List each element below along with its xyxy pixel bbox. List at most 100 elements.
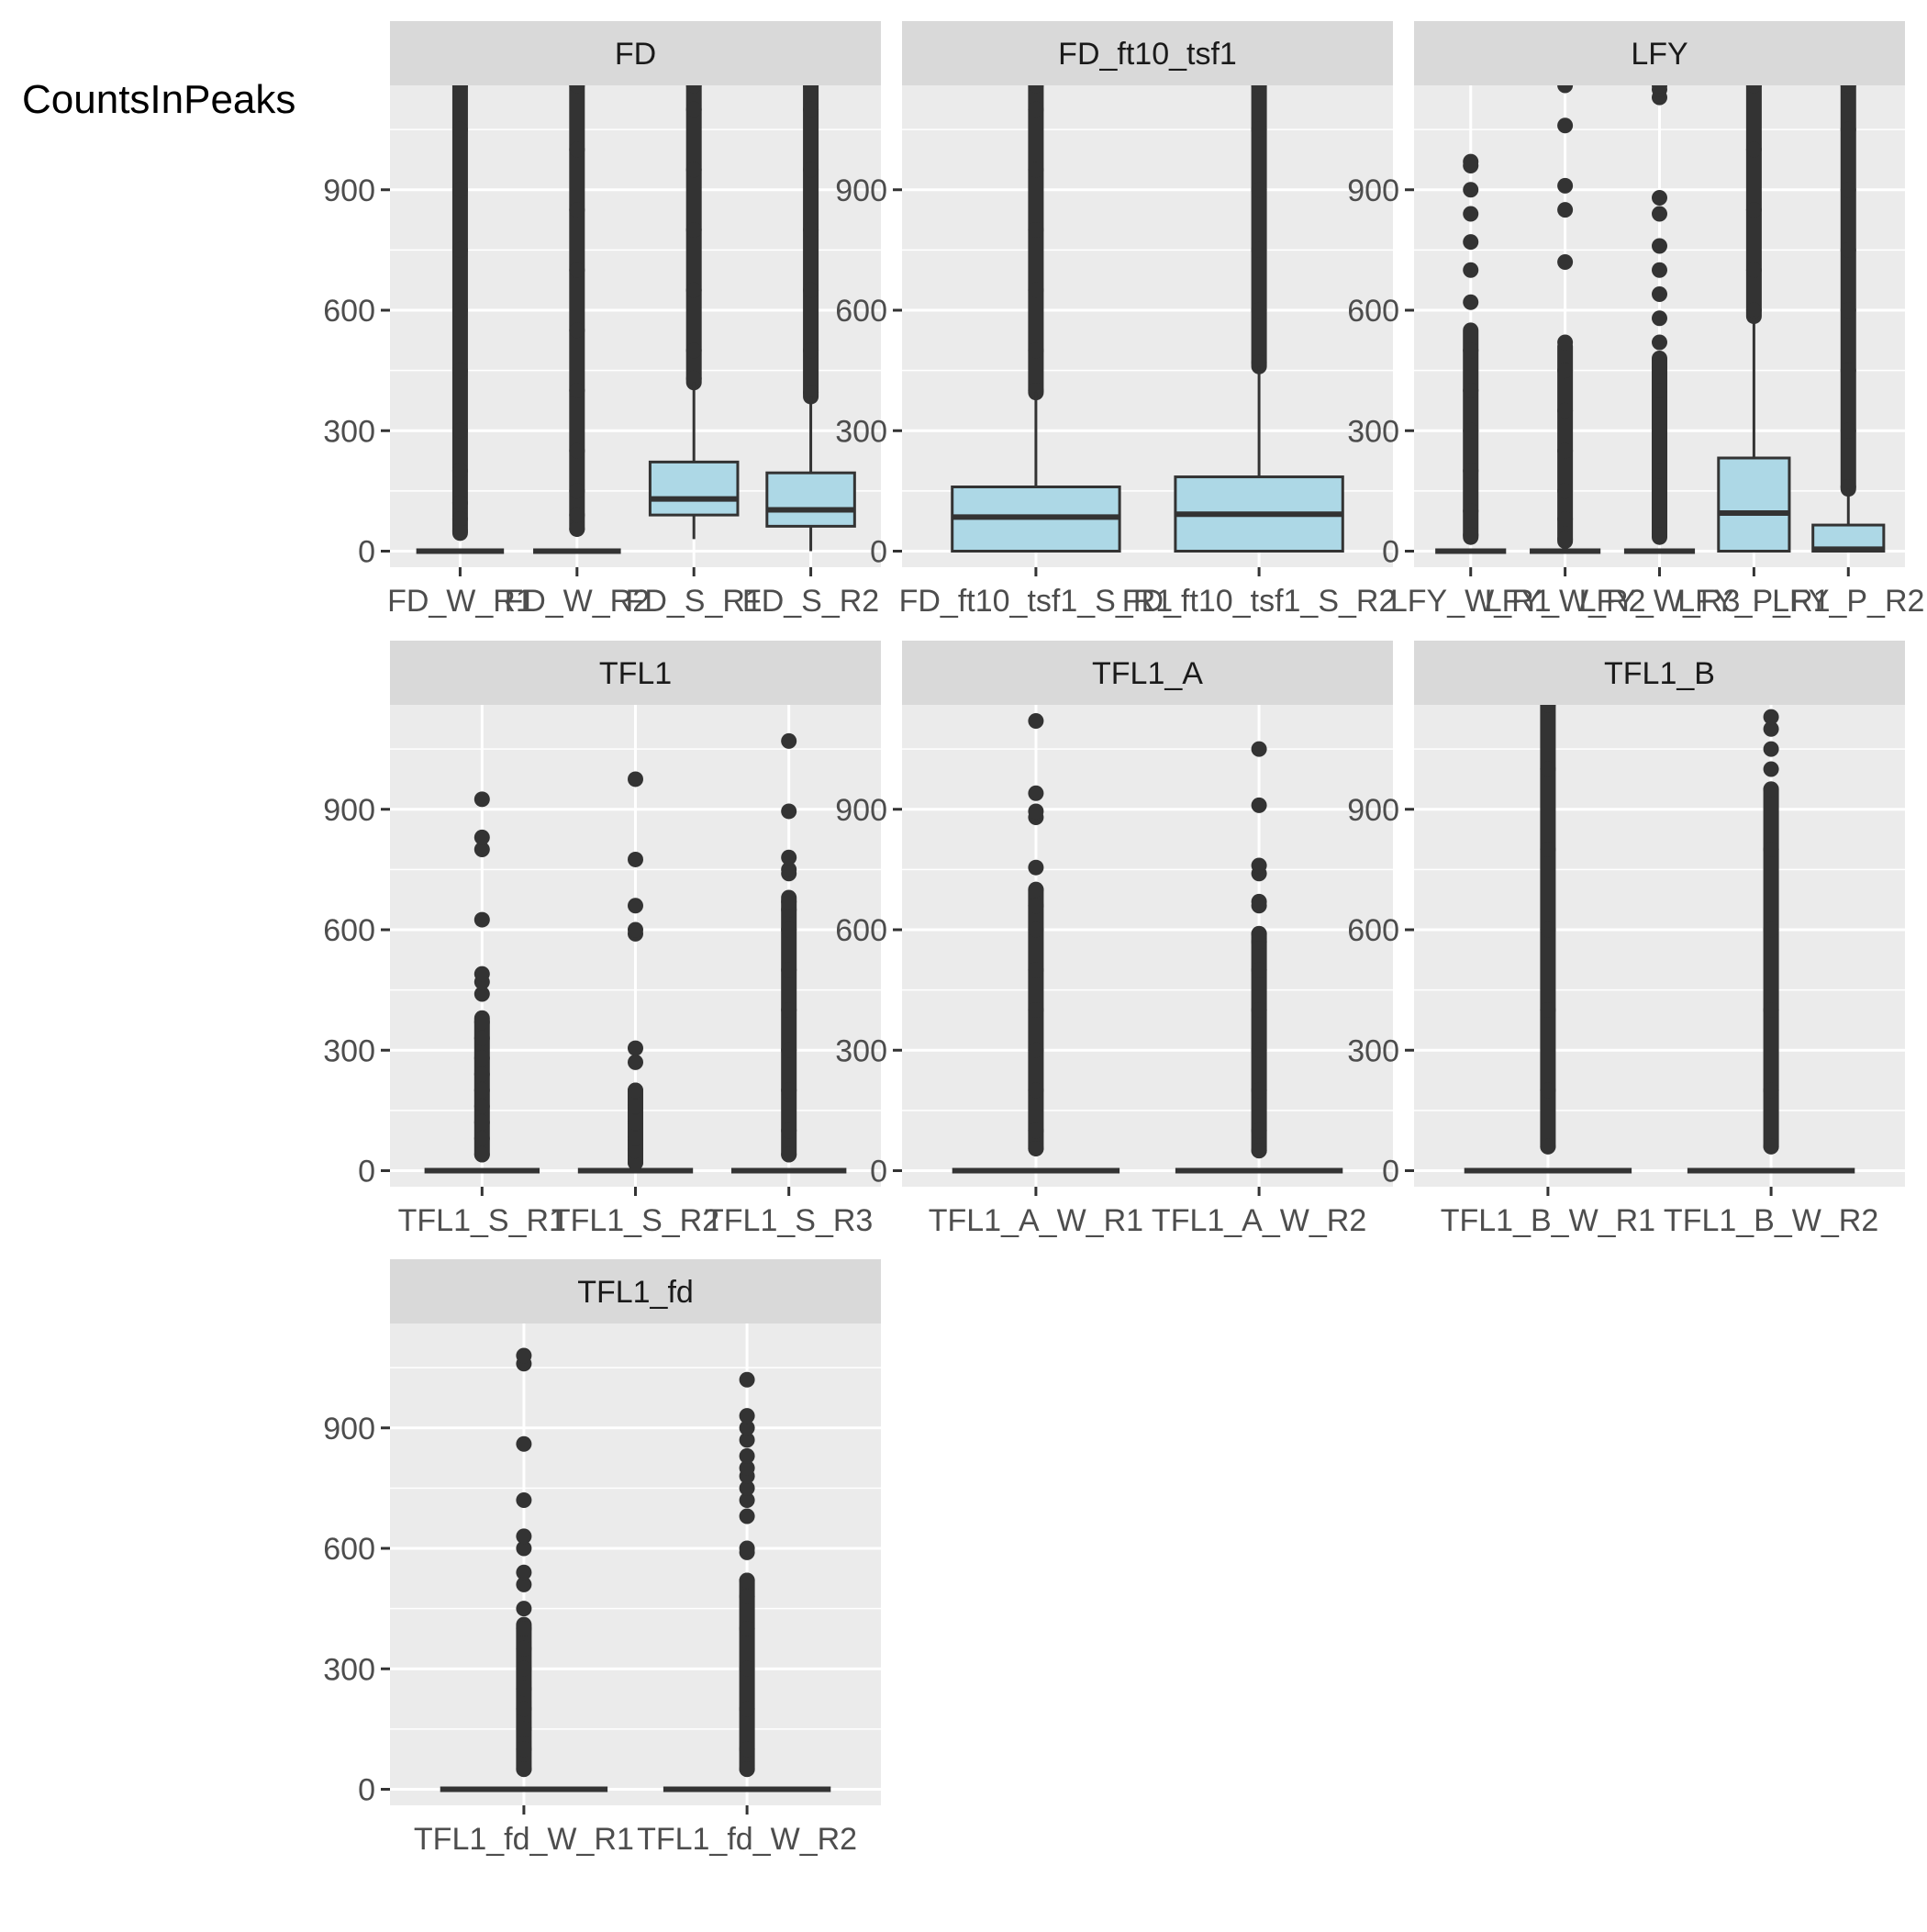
outlier-point <box>628 771 643 787</box>
outlier-point <box>628 921 643 938</box>
outlier-point <box>1840 182 1856 198</box>
y-tick-label: 300 <box>1347 414 1399 449</box>
outlier-point <box>1557 334 1574 351</box>
box-TFL1_S_R1 <box>424 791 540 1174</box>
outlier-point <box>1028 342 1044 359</box>
outlier-point <box>1028 282 1044 298</box>
x-tick-label: FD_ft10_tsf1_S_R2 <box>1122 584 1397 619</box>
x-tick-label: LFY_P_R1 <box>1677 584 1830 619</box>
facet-strip <box>902 641 1393 705</box>
outlier-point <box>473 1082 490 1099</box>
y-tick-label: 0 <box>1382 535 1399 570</box>
outlier-point <box>1763 1138 1779 1155</box>
y-tick-label: 900 <box>835 173 887 208</box>
facet-strip-label: TFL1_B <box>1604 656 1715 691</box>
outlier-point <box>1251 182 1267 198</box>
outlier-point <box>628 851 643 867</box>
outlier-point <box>1652 206 1667 222</box>
y-tick-label: 0 <box>358 1155 375 1189</box>
outlier-point <box>781 893 797 910</box>
box-FD_W_R2 <box>533 85 621 554</box>
facet-panel-TFL1_fd: TFL1_fd 0 300 600 900 TFL1_fd_W_R1 TFL1_fd_W_R… <box>323 1259 881 1857</box>
box-TFL1_fd_W_R1 <box>440 1347 608 1792</box>
outlier-point <box>516 1576 532 1592</box>
outlier-point <box>1540 1082 1556 1099</box>
outlier-point <box>1028 713 1044 729</box>
outlier-point <box>1251 962 1267 978</box>
outlier-point <box>1463 262 1479 278</box>
outlier-point <box>1028 85 1044 94</box>
outlier-point <box>1251 354 1267 371</box>
outlier-point <box>1557 202 1574 218</box>
outlier-point <box>473 842 490 857</box>
outlier-point <box>781 921 797 938</box>
box-TFL1_B_W_R2 <box>1687 709 1855 1174</box>
outlier-point <box>739 1447 755 1464</box>
box-TFL1_S_R2 <box>577 771 694 1174</box>
facet-strip-label: TFL1_fd <box>577 1275 694 1310</box>
outlier-point <box>1745 202 1762 218</box>
outlier-point <box>1463 463 1479 479</box>
x-tick-label: TFL1_S_R1 <box>398 1203 566 1238</box>
y-tick-label: 900 <box>1347 793 1399 828</box>
y-tick-label: 900 <box>1347 173 1399 208</box>
outlier-point <box>1840 422 1856 439</box>
outlier-point <box>1745 302 1762 318</box>
outlier-point <box>1251 1082 1267 1099</box>
outlier-point <box>1540 705 1556 713</box>
outlier-point <box>803 222 819 238</box>
x-tick-label: TFL1_B_W_R1 <box>1441 1203 1655 1238</box>
outlier-point <box>1028 1042 1044 1058</box>
x-tick-label: FD_W_R2 <box>504 584 650 619</box>
outlier-point <box>516 1564 532 1580</box>
outlier-point <box>1840 479 1856 495</box>
outlier-point <box>739 1492 755 1508</box>
outlier-point <box>1652 310 1667 327</box>
outlier-point <box>1540 1002 1556 1018</box>
box-TFL1_A_W_R1 <box>952 713 1120 1174</box>
facet-strip <box>390 641 881 705</box>
outlier-point <box>473 966 490 982</box>
outlier-point <box>1028 1140 1044 1156</box>
outlier-point <box>1251 925 1267 942</box>
outlier-point <box>1251 857 1267 874</box>
outlier-point <box>685 370 702 386</box>
x-tick-label: TFL1_S_R2 <box>551 1203 719 1238</box>
box-body <box>765 471 856 528</box>
outlier-point <box>516 1492 532 1508</box>
outlier-point <box>1251 121 1267 138</box>
x-tick-label: TFL1_A_W_R2 <box>1152 1203 1366 1238</box>
outlier-point <box>1557 511 1574 527</box>
outlier-point <box>1557 442 1574 459</box>
outlier-point <box>1463 153 1479 170</box>
y-tick-label: 600 <box>835 294 887 329</box>
outlier-point <box>1251 1042 1267 1058</box>
x-tick-label: LFY_W_R2 <box>1485 584 1646 619</box>
box-FD_ft10_tsf1_S_R2 <box>1174 85 1344 553</box>
outlier-point <box>1652 358 1667 374</box>
facet-strip-label: LFY <box>1631 37 1688 72</box>
box-FD_S_R2 <box>765 85 856 552</box>
outlier-point <box>1251 241 1267 258</box>
outlier-point <box>1251 302 1267 318</box>
y-tick-label: 900 <box>323 1412 375 1446</box>
outlier-point <box>1028 1002 1044 1018</box>
panel-background <box>390 1323 881 1805</box>
x-tick-label: FD_S_R2 <box>742 584 879 619</box>
outlier-point <box>1652 463 1667 479</box>
x-tick-label: TFL1_B_W_R2 <box>1664 1203 1878 1238</box>
box-LFY_W_R3 <box>1623 85 1696 554</box>
outlier-point <box>803 101 819 117</box>
outlier-point <box>569 262 585 278</box>
outlier-point <box>1463 383 1479 398</box>
outlier-point <box>739 1508 755 1524</box>
box-TFL1_B_W_R1 <box>1464 705 1632 1174</box>
outlier-point <box>685 85 702 94</box>
outlier-point <box>451 302 468 318</box>
box-TFL1_A_W_R2 <box>1175 741 1343 1174</box>
outlier-point <box>685 162 702 178</box>
outlier-point <box>1540 842 1556 857</box>
